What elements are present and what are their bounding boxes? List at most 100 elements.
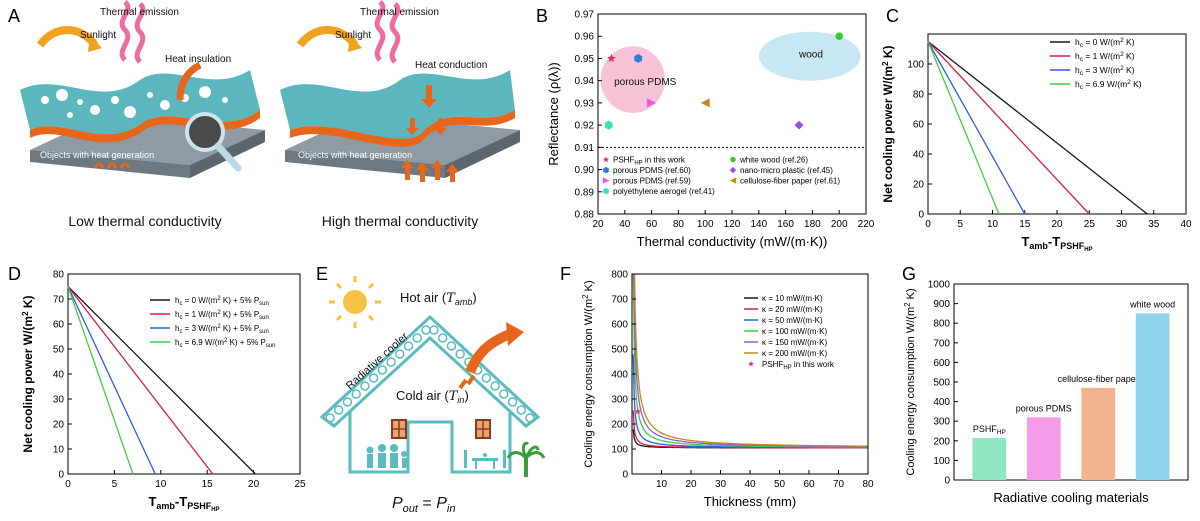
palm-tree-icon xyxy=(506,441,546,477)
panel-label-d: D xyxy=(8,264,21,284)
roof-cooler-cell xyxy=(499,389,509,399)
data-point xyxy=(634,53,643,63)
left-heat-source-icon xyxy=(93,162,131,169)
x-tick-label: 20 xyxy=(248,479,260,490)
bar-label: PSHFHP xyxy=(973,424,1006,436)
chart-b-reflectance-scatter: porous PDMS wood 20 40 60 80 100 120 140 160 180 20… xyxy=(546,10,875,250)
roof-cooler-cell xyxy=(516,405,527,415)
y-tick-label: 20 xyxy=(53,420,65,431)
x-tick-label: 30 xyxy=(715,479,727,490)
x-tick-label: 30 xyxy=(1116,219,1128,230)
left-heat-insulation-arrow-icon xyxy=(176,61,202,101)
legend-label: hc = 6.9 W/(m2 K) + 5% Psun xyxy=(175,338,276,349)
legend-marker xyxy=(603,187,609,195)
roof-cooler-cell xyxy=(481,373,492,383)
panel-a-illustration: Sunlight Thermal emission Heat insulatio… xyxy=(20,0,520,182)
house-body xyxy=(348,412,512,474)
chart-g-materials-bar: 0 100 200 300 400 500 600 700 800 900 1000 PSHFHP po… xyxy=(903,280,1189,505)
series-curve xyxy=(632,274,868,448)
y-tick-label: 60 xyxy=(53,320,65,331)
bar xyxy=(972,437,1007,480)
sun-icon xyxy=(329,276,381,328)
roof-cooler-cell xyxy=(342,397,353,407)
legend-marker xyxy=(603,156,609,163)
y-tick-label: 600 xyxy=(933,358,950,369)
roof-cooler-cell xyxy=(421,325,431,335)
legend-marker xyxy=(730,156,736,163)
x-tick-label: 0 xyxy=(925,219,931,230)
y-tick-label: 100 xyxy=(933,456,950,467)
left-sunlight-label: Sunlight xyxy=(80,30,116,41)
legend-marker xyxy=(748,361,754,367)
panel-d: D 0 5 10 15 20 25 0 10 20 30 40 50 60 70 80 Tamb-TPSHFH… xyxy=(0,262,310,521)
roof-cooler-cell xyxy=(360,381,370,391)
house-roof-cooler xyxy=(319,314,541,428)
right-thermal-emission-icon xyxy=(374,0,386,62)
dining-table-icon xyxy=(464,450,506,469)
high-conductivity-block: Sunlight Thermal emission Heat conductio… xyxy=(280,0,520,182)
y-axis-label: Net cooling power W/(m2 K) xyxy=(21,295,35,452)
x-tick-label: 40 xyxy=(744,479,756,490)
series-line xyxy=(927,41,1026,215)
y-tick-label: 100 xyxy=(907,60,924,71)
x-axis-label: Tamb-TPSHFHP xyxy=(148,494,219,513)
y-tick-label: 0.91 xyxy=(575,143,595,154)
y-tick-label: 100 xyxy=(611,445,628,456)
panel-b: B porous PDMS wood 20 40 60 80 100 120 140 160 180… xyxy=(536,0,878,255)
chart-c-net-cooling: 0 5 10 15 20 25 30 35 40 0 20 40 60 80 100 Tamb-TPSHFHP… xyxy=(881,33,1192,253)
magnifier-icon xyxy=(185,112,225,152)
y-tick-label: 500 xyxy=(933,378,950,389)
roof-cooler-cell xyxy=(368,373,379,383)
roof-cooler-cell xyxy=(395,349,405,359)
region-label-porous-pdms: porous PDMS xyxy=(614,77,677,88)
panel-g: G 0 100 200 300 400 500 600 700 800 900 1000 PSHFHP… xyxy=(890,262,1200,521)
y-tick-label: 50 xyxy=(53,345,65,356)
roof-cooler-cell xyxy=(403,341,414,351)
right-base-side xyxy=(445,130,520,178)
legend-marker xyxy=(602,177,610,184)
y-tick-label: 1000 xyxy=(928,280,951,291)
x-tick-label: 40 xyxy=(619,219,631,230)
plot-frame-c xyxy=(927,33,1187,215)
chart-f-thickness: 10 20 30 40 50 60 70 80010020030040050060070080… xyxy=(581,270,874,510)
panel-label-a: A xyxy=(8,6,21,26)
roof-cooler-cell xyxy=(525,413,535,423)
y-tick-label: 400 xyxy=(611,370,628,381)
data-point xyxy=(607,53,616,63)
x-tick-label: 80 xyxy=(673,219,685,230)
panel-e: E xyxy=(310,262,550,521)
power-balance-equation: Pout = Pin xyxy=(392,495,455,515)
panel-label-b: B xyxy=(536,6,549,26)
magnifier-handle xyxy=(214,142,242,172)
legend-label: PSHFHP in this work xyxy=(762,360,835,371)
bar xyxy=(1026,417,1061,480)
y-tick-label: 70 xyxy=(53,295,65,306)
panel-f: F 10 20 30 40 50 60 70 80 0 100 200 300 400 500 600 700… xyxy=(550,262,890,521)
legend-label: porous PDMS (ref.60) xyxy=(613,166,691,175)
x-tick-label: 10 xyxy=(155,479,167,490)
right-slab xyxy=(280,70,515,139)
right-objects-label: Objects with heat generation xyxy=(298,150,412,160)
x-tick-label: 5 xyxy=(112,479,118,490)
legend-label: cellulose-fiber paper (ref.61) xyxy=(740,177,840,186)
x-tick-label: 20 xyxy=(1051,219,1063,230)
y-tick-label: 700 xyxy=(611,295,628,306)
x-tick-label: 160 xyxy=(777,219,794,230)
y-tick-label: 800 xyxy=(933,319,950,330)
x-tick-label: 80 xyxy=(862,479,874,490)
caption-high-conductivity: High thermal conductivity xyxy=(321,213,479,229)
roof-cooler-cell xyxy=(351,389,361,399)
y-axis-label: Reflectance (ρ(λ)) xyxy=(546,62,561,165)
legend-label: porous PDMS (ref.59) xyxy=(613,177,691,186)
x-tick-label: 120 xyxy=(724,219,741,230)
x-tick-label: 15 xyxy=(202,479,214,490)
roof-cooler-cell xyxy=(333,405,344,415)
chart-d-net-cooling-sun: 0 5 10 15 20 25 0 10 20 30 40 50 60 70 80 Tamb-TPSHFHP N… xyxy=(21,270,306,514)
region-porous-pdms xyxy=(600,46,665,113)
roof-cooler-cell xyxy=(412,333,423,343)
y-tick-label: 300 xyxy=(933,417,950,428)
series-line xyxy=(67,286,214,475)
y-tick-label: 300 xyxy=(611,395,628,406)
roof-cooler-cell xyxy=(507,397,518,407)
low-conductivity-block: Sunlight Thermal emission Heat insulatio… xyxy=(20,0,265,178)
